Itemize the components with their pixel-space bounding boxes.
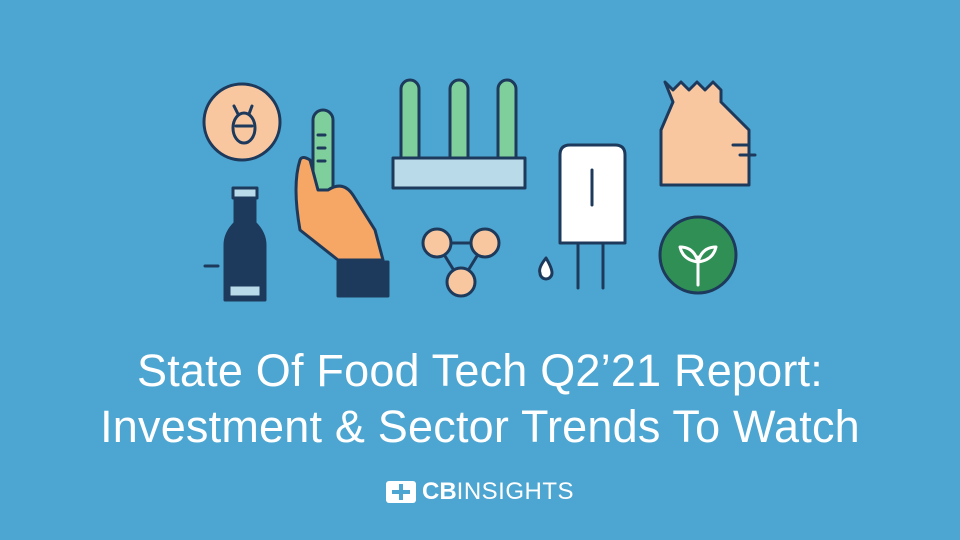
rack-icon — [391, 156, 527, 190]
bag-icon — [659, 80, 751, 187]
plant-icon — [658, 215, 738, 295]
hand-icon — [294, 156, 385, 262]
logo-text: CB — [421, 478, 457, 505]
tube-icon — [399, 78, 421, 170]
bottle-icon — [223, 186, 267, 302]
title: State Of Food Tech Q2’21 Report: Investm… — [0, 343, 960, 455]
logo-text: INSIGHTS — [456, 478, 574, 505]
title-line: Investment & Sector Trends To Watch — [100, 401, 860, 452]
title-line: State Of Food Tech Q2’21 Report: — [137, 345, 823, 396]
illustration — [202, 78, 757, 302]
logo-mark — [385, 481, 416, 503]
molecule-icon — [421, 227, 453, 259]
logo: CB INSIGHTS — [0, 478, 960, 506]
